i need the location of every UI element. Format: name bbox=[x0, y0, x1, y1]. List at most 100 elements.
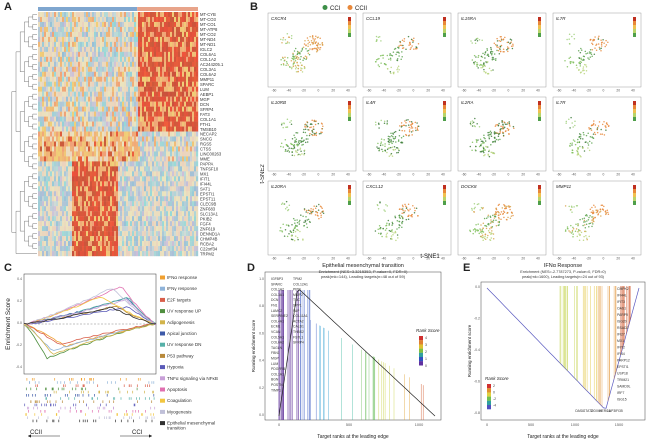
heatmap-gene-label: COL6A1 bbox=[200, 52, 217, 57]
heatmap-gene-label: MT-ND4 bbox=[200, 37, 216, 42]
gsea-d-gene-label: FSTL1 bbox=[293, 335, 303, 339]
gsea-d-gene-label: SPARC bbox=[271, 282, 283, 286]
tsne-panel: CCI CCII CXCR4 -60 -40 -20 0 20 40 CCL19 -60 -40 -20… bbox=[260, 4, 650, 262]
gsea-d-gene-label: LAMC2 bbox=[271, 309, 282, 313]
heatmap-gene-label: TRPM2 bbox=[200, 251, 215, 256]
tsne-tick-label: -40 bbox=[476, 89, 481, 93]
gsea-e-stats2: peak(rnk=1600), Leading targets(n=24 out… bbox=[522, 275, 605, 279]
heatmap-cells bbox=[38, 12, 199, 257]
heatmap-gene-label: MT-ND1 bbox=[200, 42, 216, 47]
gsea-e-ytick: 0.0 bbox=[475, 285, 480, 289]
tsne-subplot: IL7R -60 -40 -20 0 20 40 bbox=[552, 12, 642, 93]
gsea-c-legend-label: TNFα signaling via NFκB bbox=[167, 376, 218, 381]
gsea-d-gene-label: CALD1 bbox=[293, 325, 304, 329]
gsea-d-gene-label: ACTA2 bbox=[293, 319, 304, 323]
heatmap-gene-label: MX1 bbox=[200, 172, 209, 177]
gsea-c-legend-label: Apoptosis bbox=[167, 387, 188, 392]
tsne-tick-label: 0 bbox=[507, 257, 509, 261]
heatmap-gene-label: EPST11 bbox=[200, 196, 216, 201]
gsea-d-gene-label: COL4A1 bbox=[271, 319, 284, 323]
gsea-c-legend-label: Myogenesis bbox=[167, 409, 192, 414]
tsne-tick-label: 40 bbox=[536, 173, 540, 177]
gsea-e-ytick: -0.8 bbox=[474, 411, 480, 415]
gsea-d-gene-label: MMP2 bbox=[293, 293, 303, 297]
panel-label-a: A bbox=[4, 1, 12, 13]
tsne-tick-label: -20 bbox=[586, 173, 591, 177]
heatmap-gene-label: LINC00263 bbox=[200, 152, 222, 157]
gsea-emt-panel: Epithelial mesenchymal transition Enrichm… bbox=[247, 262, 462, 441]
tsne-tick-label: -40 bbox=[286, 257, 291, 261]
tsne-colorbar bbox=[443, 101, 446, 121]
gsea-d-hits bbox=[278, 290, 424, 420]
tsne-tick-label: -20 bbox=[396, 89, 401, 93]
gsea-d-xtick: 0 bbox=[278, 423, 280, 427]
gsea-d-gene-label: SFRP4 bbox=[293, 341, 304, 345]
heatmap-gene-label: C22orf34 bbox=[200, 246, 218, 251]
gsea-d-gene-label: DCN bbox=[271, 298, 279, 302]
gsea-e-gene-label: RSAD2 bbox=[617, 326, 628, 330]
gsea-emt-plot: Epithelial mesenchymal transitionEnrichm… bbox=[251, 263, 442, 440]
gsea-d-gene-label: FBN1 bbox=[271, 351, 280, 355]
gsea-e-xtick: 1000 bbox=[571, 423, 579, 427]
gsea-c-legend-label: Apical junction bbox=[167, 331, 197, 336]
heatmap-gene-label: MGP bbox=[200, 97, 210, 102]
tsne-subplot: CXCL12 -60 -40 -20 0 20 40 bbox=[362, 180, 452, 261]
tsne-tick-label: 20 bbox=[616, 89, 620, 93]
tsne-tick-label: 20 bbox=[426, 257, 430, 261]
heatmap-gene-label: COL3A1 bbox=[200, 67, 217, 72]
gsea-e-gene-label: MX1 bbox=[617, 339, 624, 343]
tsne-colorbar bbox=[443, 17, 446, 37]
gsea-e-gene-label: USP18 bbox=[617, 372, 628, 376]
heatmap-gene-label: IFIT1 bbox=[200, 177, 210, 182]
gsea-d-legend-tick: 2 bbox=[425, 350, 427, 354]
heatmap-gene-label: MME bbox=[200, 157, 210, 162]
gsea-d-stats2: peak(rnk=144), Leading targets(n=48 out … bbox=[321, 274, 406, 279]
heatmap-gene-label: MT-CYB bbox=[200, 12, 216, 17]
tsne-tick-label: 40 bbox=[346, 257, 350, 261]
tsne-colorbar bbox=[633, 101, 636, 121]
heatmap-gene-label: AC244205.1 bbox=[200, 62, 224, 67]
gsea-e-legend-tick: 2 bbox=[493, 384, 495, 388]
tsne-legend-cci: CCI bbox=[330, 6, 341, 12]
tsne-tick-label: -40 bbox=[286, 173, 291, 177]
gsea-e-gene-label: LAP3 bbox=[607, 409, 615, 413]
group-label-cci: CCI bbox=[83, 6, 92, 8]
gsea-e-gene-label: OAS1 bbox=[617, 307, 626, 311]
gsea-d-ytick: 0.4 bbox=[259, 359, 264, 363]
tsne-xlabel: t-SNE1 bbox=[420, 254, 440, 260]
gsea-c-ytick: 0.2 bbox=[17, 299, 22, 303]
tsne-colorbar bbox=[443, 185, 446, 205]
heatmap-gene-label: SPARC bbox=[200, 82, 214, 87]
tsne-tick-label: -60 bbox=[557, 173, 562, 177]
gsea-d-legend-tick: 0 bbox=[425, 364, 427, 368]
heatmap-gene-label: CHMP4B bbox=[200, 236, 218, 241]
tsne-tick-label: 40 bbox=[536, 89, 540, 93]
gsea-d-gene-label: VCAN bbox=[271, 330, 281, 334]
gsea-c-right-label: CCI bbox=[132, 430, 143, 436]
tsne-tick-label: -20 bbox=[301, 257, 306, 261]
gsea-c-ytick: -0.2 bbox=[16, 343, 22, 347]
gsea-e-legend-tick: -4 bbox=[493, 404, 496, 408]
tsne-tick-label: 40 bbox=[346, 173, 350, 177]
gsea-d-ytick: 0.8 bbox=[259, 304, 264, 308]
tsne-tick-label: 20 bbox=[426, 89, 430, 93]
tsne-tick-label: -20 bbox=[396, 257, 401, 261]
tsne-colorbar bbox=[633, 185, 636, 205]
tsne-tick-label: -40 bbox=[286, 89, 291, 93]
gsea-d-ytick: 0.0 bbox=[259, 413, 264, 417]
gsea-e-gene-label: PARP9 bbox=[617, 313, 628, 317]
heatmap-gene-label: DENND1A bbox=[200, 231, 220, 236]
tsne-gene-title: IL7R bbox=[556, 100, 566, 105]
gsea-d-gene-label: TPM2 bbox=[293, 277, 302, 281]
heatmap-gene-label: ZNF619 bbox=[200, 226, 216, 231]
gsea-c-curve bbox=[23, 298, 157, 326]
heatmap-gene-label: IGLC2 bbox=[200, 47, 213, 52]
gsea-d-title: Epithelial mesenchymal transition bbox=[322, 263, 404, 269]
tsne-tick-label: 20 bbox=[521, 173, 525, 177]
gsea-e-gene-label: IFI44L bbox=[617, 294, 627, 298]
tsne-tick-label: -60 bbox=[272, 173, 277, 177]
tsne-tick-label: -40 bbox=[381, 89, 386, 93]
tsne-legend: CCI CCII bbox=[322, 5, 367, 12]
tsne-tick-label: 40 bbox=[631, 89, 635, 93]
gsea-c-legend-label: IFNα response bbox=[167, 275, 198, 280]
